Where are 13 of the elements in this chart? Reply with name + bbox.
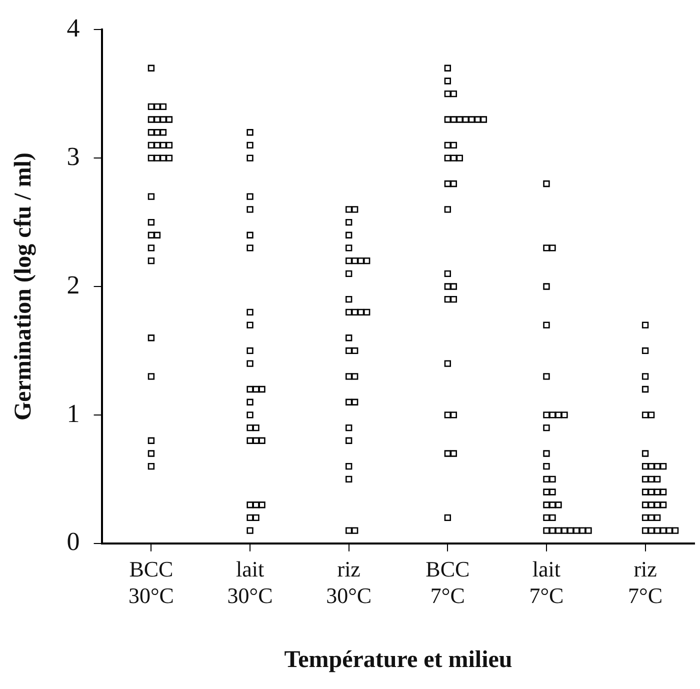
y-axis-title: Germination (log cfu / ml) (10, 152, 37, 420)
x-tick-label: riz 30°C (326, 556, 372, 608)
y-tick-label: 3 (66, 142, 80, 171)
x-tick-label: BCC 30°C (128, 556, 174, 608)
x-tick-label: BCC 7°C (426, 556, 470, 608)
x-tick-label: lait 30°C (227, 556, 273, 608)
x-tick-label: riz 7°C (628, 556, 663, 608)
y-tick-label: 2 (66, 270, 80, 300)
x-axis-title: Température et milieu (284, 646, 512, 673)
y-tick-label: 4 (66, 13, 80, 42)
y-tick-label: 1 (66, 398, 80, 428)
y-tick-label: 0 (66, 527, 80, 556)
x-tick-label: lait 7°C (529, 556, 564, 608)
